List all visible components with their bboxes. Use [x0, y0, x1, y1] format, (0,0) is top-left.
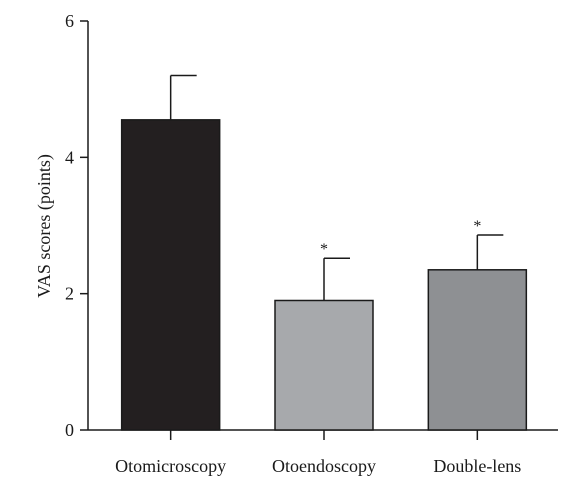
significance-mark: * — [473, 218, 481, 235]
bar-otoendoscopy — [274, 299, 374, 431]
y-tick-label: 6 — [65, 11, 74, 31]
y-axis-title: VAS scores (points) — [34, 154, 55, 298]
bars — [120, 74, 528, 431]
y-tick-label: 2 — [65, 284, 74, 304]
y-tick-label: 4 — [65, 147, 74, 167]
bar-double-lens — [427, 269, 528, 431]
x-tick-label: Double-lens — [433, 456, 521, 476]
x-tick-label: Otomicroscopy — [115, 456, 226, 476]
significance-mark: * — [320, 241, 328, 258]
x-tick-label: Otoendoscopy — [272, 456, 376, 476]
y-tick-label: 0 — [65, 420, 74, 440]
bar-otomicroscopy — [120, 119, 221, 431]
labels: 0 2 4 6 Otomicroscopy * Otoendoscopy * Double-le… — [65, 11, 521, 476]
